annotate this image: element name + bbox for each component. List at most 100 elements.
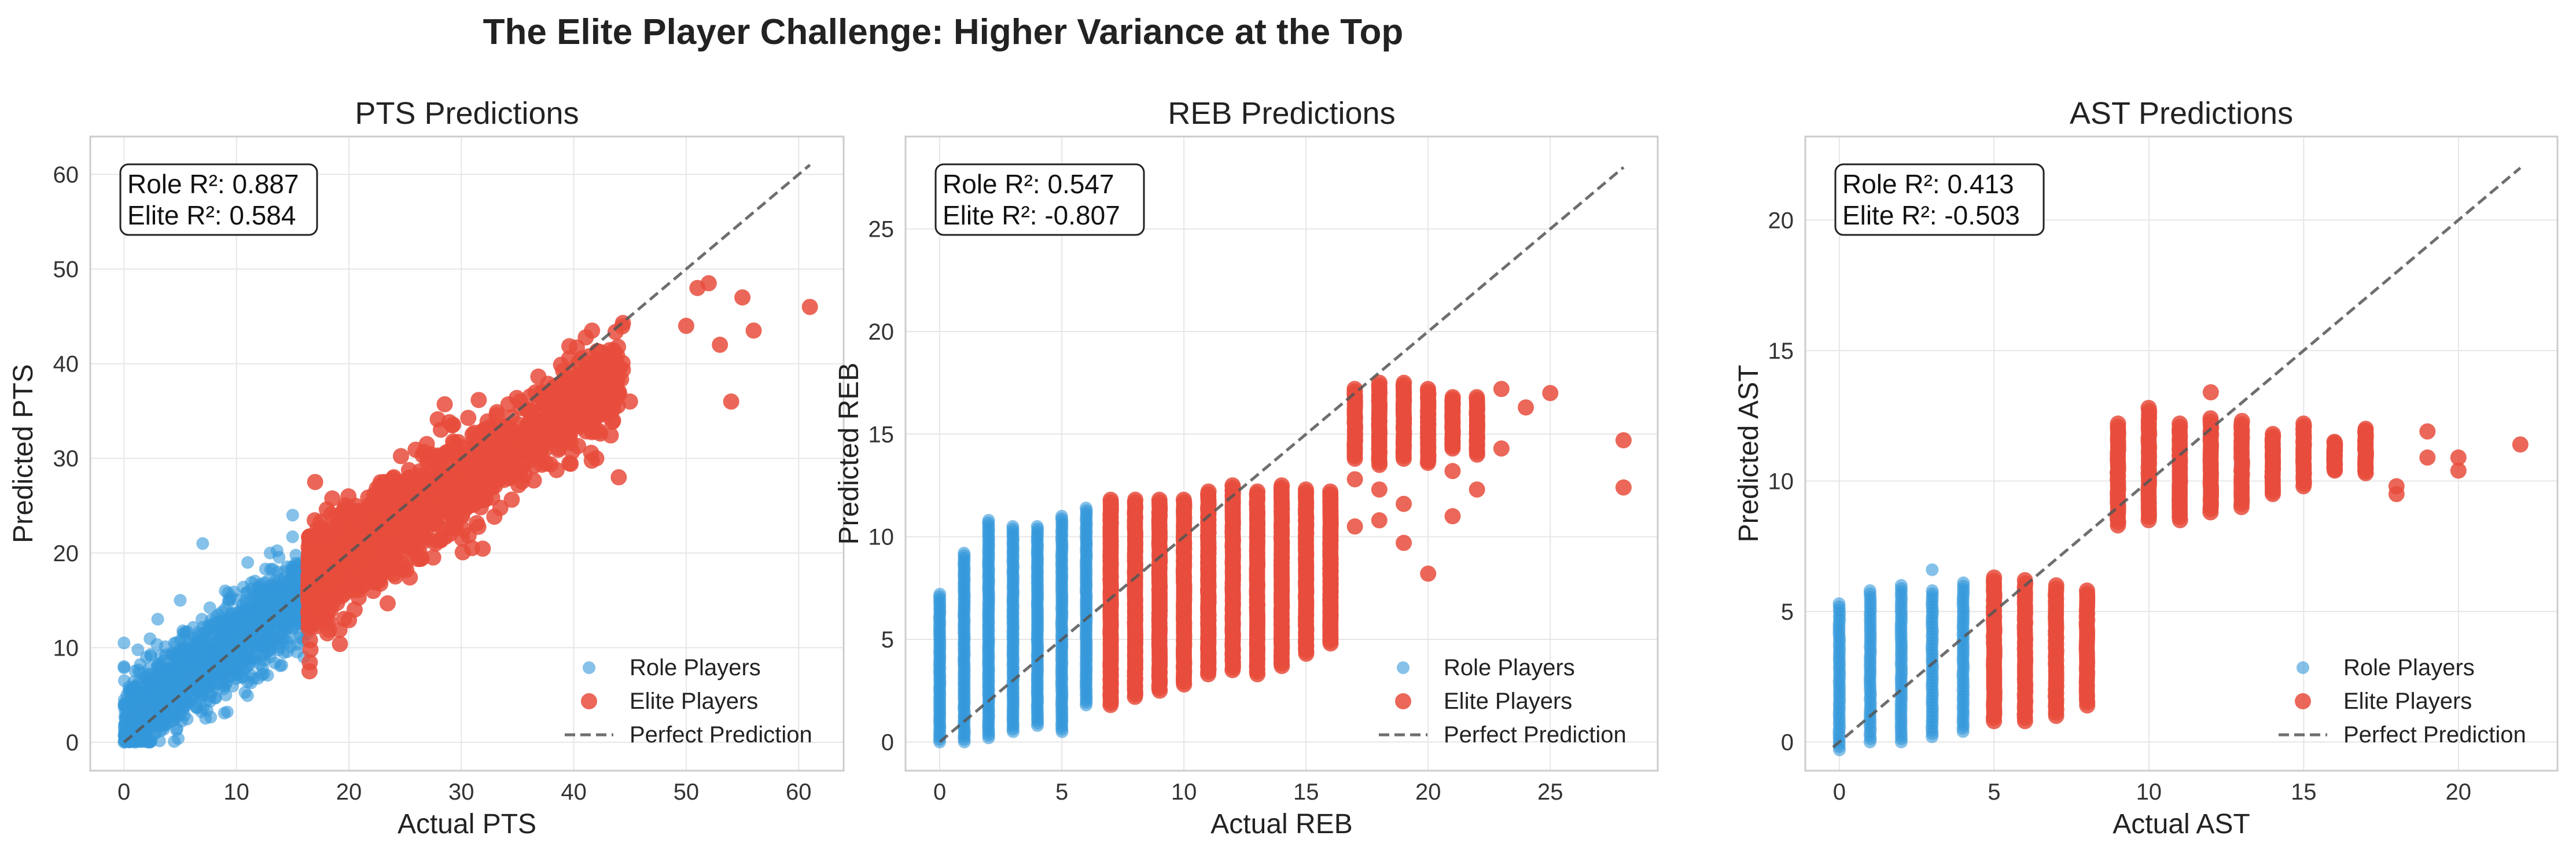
y-tick-label: 10 (869, 525, 895, 550)
role-point (128, 707, 142, 720)
elite-point (307, 474, 323, 491)
elite-point (406, 511, 423, 528)
elite-players-series (1985, 384, 2529, 730)
role-point (166, 647, 179, 661)
elite-point (476, 483, 493, 499)
role-point (982, 514, 995, 527)
x-tick-label: 10 (223, 779, 249, 805)
elite-point (561, 338, 578, 355)
elite-point (543, 431, 560, 448)
role-point (241, 556, 255, 569)
elite-point (392, 448, 409, 465)
role-point (146, 679, 159, 692)
role-point (207, 650, 220, 664)
elite-point (2078, 582, 2095, 599)
plot-marks (117, 164, 818, 749)
x-tick-label: 15 (1293, 779, 1319, 805)
elite-point (425, 549, 441, 566)
role-point (151, 613, 164, 626)
role-point (195, 613, 208, 626)
elite-point (586, 422, 602, 439)
role-point (185, 669, 198, 683)
y-tick-label: 15 (869, 422, 895, 447)
elite-point (503, 491, 520, 508)
elite-point (436, 396, 453, 413)
role-point (170, 722, 183, 735)
elite-point (301, 632, 318, 649)
role-point (1079, 501, 1092, 514)
elite-point (363, 497, 380, 514)
elite-point (402, 477, 418, 494)
role-point (259, 627, 272, 640)
y-tick-label: 10 (53, 635, 79, 661)
elite-point (470, 518, 487, 535)
role-point (230, 631, 243, 645)
elite-r2-stat: Elite R²: -0.807 (943, 200, 1120, 230)
y-tick-label: 25 (869, 217, 895, 242)
role-point (132, 663, 145, 676)
role-point (211, 636, 224, 650)
elite-point (520, 403, 537, 419)
role-point (150, 660, 164, 673)
elite-point (1102, 491, 1119, 508)
elite-point (561, 455, 578, 472)
elite-r2-stat: Elite R²: 0.584 (127, 200, 296, 230)
role-point (241, 660, 255, 673)
y-tick-label: 30 (53, 446, 79, 472)
r2-stats-box (119, 163, 318, 236)
x-axis-label: Actual PTS (398, 809, 536, 840)
elite-point (422, 516, 439, 532)
elite-point (387, 518, 403, 535)
elite-point (430, 450, 447, 467)
role-point (263, 546, 277, 559)
y-tick-label: 0 (881, 730, 894, 755)
x-tick-label: 40 (561, 779, 587, 805)
elite-players-series (300, 275, 818, 680)
elite-point (453, 507, 470, 524)
elite-point (621, 393, 638, 410)
x-tick-label: 20 (336, 779, 362, 805)
role-point (218, 706, 231, 720)
role-point (131, 643, 145, 657)
elite-point (509, 389, 525, 406)
role-point (219, 689, 233, 702)
elite-point (1396, 535, 1412, 551)
elite-players-series (1102, 374, 1632, 713)
elite-point (1469, 481, 1485, 498)
y-tick-label: 20 (53, 541, 79, 566)
elite-point (602, 427, 619, 444)
elite-point (520, 454, 536, 470)
legend-elite-marker (1395, 693, 1411, 709)
role-point (285, 586, 298, 599)
role-point (182, 643, 196, 656)
figure-title: The Elite Player Challenge: Higher Varia… (483, 12, 1404, 52)
elite-point (417, 497, 434, 514)
elite-point (1127, 491, 1144, 508)
elite-point (318, 611, 335, 628)
legend-role-marker (583, 661, 595, 674)
y-tick-label: 20 (869, 319, 895, 345)
role-point (198, 625, 212, 638)
elite-point (470, 392, 487, 408)
elite-point (340, 535, 357, 552)
role-point (206, 617, 219, 631)
role-point (231, 654, 245, 668)
elite-point (734, 289, 751, 306)
role-point (118, 716, 131, 730)
elite-point (476, 422, 492, 439)
legend-role-marker (1397, 661, 1410, 674)
elite-point (1615, 479, 1632, 496)
role-point (168, 735, 181, 748)
role-point (153, 734, 166, 748)
elite-point (1420, 452, 1437, 469)
elite-point (379, 595, 396, 612)
role-point (241, 675, 254, 689)
legend-role-label: Role Players (1444, 655, 1575, 680)
legend-perfect-label: Perfect Prediction (1444, 722, 1626, 748)
elite-point (801, 299, 818, 315)
role-point (286, 509, 299, 522)
role-point (255, 668, 268, 682)
